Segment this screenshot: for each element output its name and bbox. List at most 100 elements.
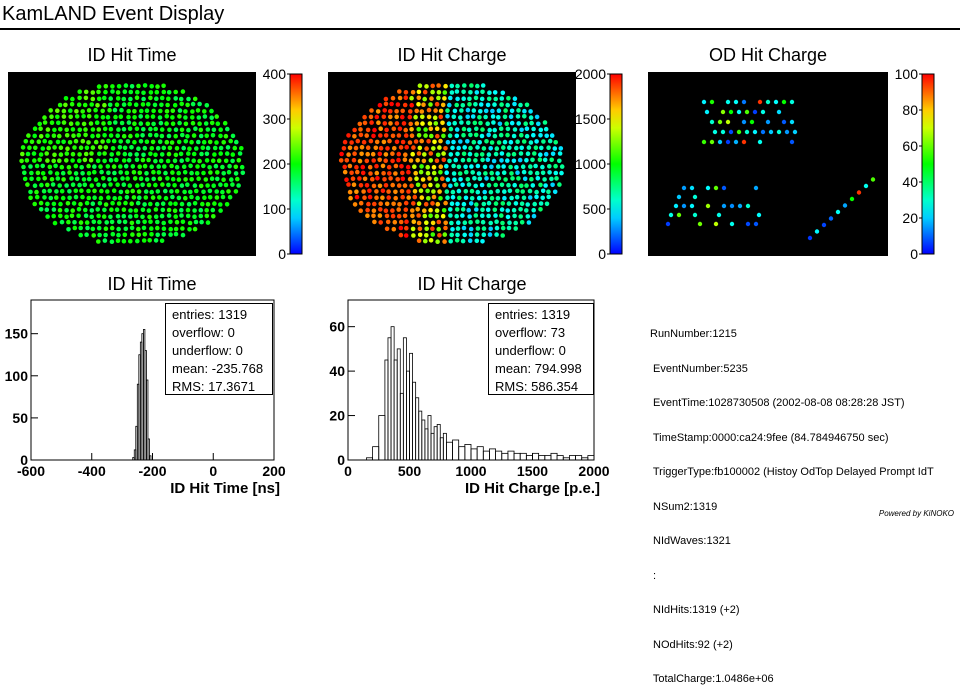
info-timestamp: TimeStamp:0000:ca24:9fee (84.784946750 s…	[650, 431, 889, 444]
id-charge-map-panel	[328, 72, 576, 256]
pmt-hit	[381, 171, 386, 176]
pmt-hit	[392, 146, 397, 151]
histogram-bin	[587, 455, 595, 461]
pmt-hit	[391, 201, 396, 207]
pmt-hit	[527, 188, 533, 194]
pmt-hit	[454, 127, 460, 132]
pmt-hit	[45, 127, 51, 132]
pmt-hit	[197, 101, 202, 107]
pmt-hit	[458, 177, 463, 182]
pmt-hit	[149, 84, 154, 89]
pmt-hit	[84, 220, 90, 225]
pmt-hit	[97, 219, 102, 225]
pmt-hit	[125, 176, 130, 181]
pmt-hit	[157, 195, 162, 200]
pmt-hit	[149, 226, 154, 231]
pmt-hit	[122, 89, 128, 94]
pmt-hit	[416, 133, 422, 138]
y-tick-label: 50	[12, 410, 28, 426]
pmt-hit	[189, 177, 194, 182]
pmt-hit	[552, 189, 558, 195]
pmt-hit	[530, 183, 536, 188]
colorscale-tick-label: 1000	[575, 156, 606, 172]
pmt-hit	[58, 213, 63, 219]
pmt-hit	[404, 225, 409, 231]
pmt-hit	[95, 158, 101, 164]
pmt-hit	[230, 158, 235, 164]
pmt-hit	[82, 157, 88, 163]
x-tick-label: -200	[138, 463, 166, 479]
pmt-hit	[76, 132, 82, 138]
pmt-hit	[386, 195, 391, 200]
pmt-hit	[390, 151, 395, 156]
pmt-hit	[467, 96, 472, 102]
pmt-hit	[487, 232, 493, 237]
pmt-hit	[474, 207, 479, 212]
pmt-hit	[92, 188, 97, 194]
pmt-hit	[164, 139, 170, 145]
pmt-hit	[45, 214, 50, 219]
pmt-hit	[40, 171, 46, 176]
pmt-hit	[193, 126, 198, 131]
pmt-hit	[416, 89, 422, 95]
pmt-hit	[66, 227, 71, 232]
pmt-hit	[73, 138, 79, 144]
pmt-hit	[36, 176, 41, 182]
pmt-hit	[51, 213, 56, 219]
pmt-hit	[140, 133, 145, 138]
pmt-hit	[90, 90, 96, 95]
pmt-hit	[493, 213, 498, 218]
pmt-hit	[505, 126, 511, 132]
pmt-hit	[398, 145, 404, 150]
pmt-hit	[77, 127, 83, 133]
pmt-hit	[525, 214, 531, 219]
histogram-bin	[476, 446, 484, 461]
pmt-hit	[200, 201, 205, 207]
pmt-hit	[351, 182, 357, 187]
pmt-hit	[29, 176, 34, 182]
pmt-hit	[469, 164, 474, 169]
pmt-hit	[207, 195, 213, 200]
pmt-hit	[442, 183, 447, 188]
pmt-hit	[209, 115, 214, 120]
pmt-hit	[44, 207, 50, 212]
info-event-number: EventNumber:5235	[650, 362, 748, 375]
pmt-hit	[533, 145, 539, 150]
pmt-hit	[516, 108, 521, 113]
id-charge-map	[338, 83, 565, 244]
pmt-hit	[178, 96, 184, 102]
pmt-hit	[454, 102, 459, 108]
od-hit	[768, 129, 774, 135]
pmt-hit	[449, 201, 455, 206]
pmt-hit	[127, 183, 133, 188]
pmt-hit	[550, 182, 555, 188]
pmt-hit	[107, 102, 113, 108]
pmt-hit	[447, 133, 453, 138]
pmt-hit	[105, 189, 110, 194]
pmt-hit	[143, 189, 149, 194]
pmt-hit	[511, 133, 517, 139]
pmt-hit	[503, 177, 508, 182]
pmt-hit	[135, 89, 140, 95]
pmt-hit	[508, 164, 513, 170]
pmt-hit	[534, 194, 539, 200]
y-tick-label: 40	[329, 363, 345, 379]
pmt-hit	[132, 176, 138, 181]
pmt-hit	[90, 127, 96, 132]
colorscale-tick-label: 60	[902, 138, 918, 154]
pmt-hit	[137, 164, 142, 169]
pmt-hit	[101, 176, 106, 181]
pmt-hit	[144, 108, 150, 113]
pmt-hit	[542, 120, 548, 125]
pmt-hit	[416, 151, 422, 156]
pmt-hit	[494, 146, 500, 151]
pmt-hit	[176, 177, 182, 182]
pmt-hit	[414, 108, 419, 114]
pmt-hit	[384, 127, 389, 133]
pmt-hit	[166, 90, 172, 95]
pmt-hit	[455, 232, 460, 238]
pmt-hit	[393, 189, 398, 195]
pmt-hit	[236, 183, 241, 188]
colorscale-tick-label: 2000	[575, 66, 606, 82]
pmt-hit	[403, 207, 409, 212]
